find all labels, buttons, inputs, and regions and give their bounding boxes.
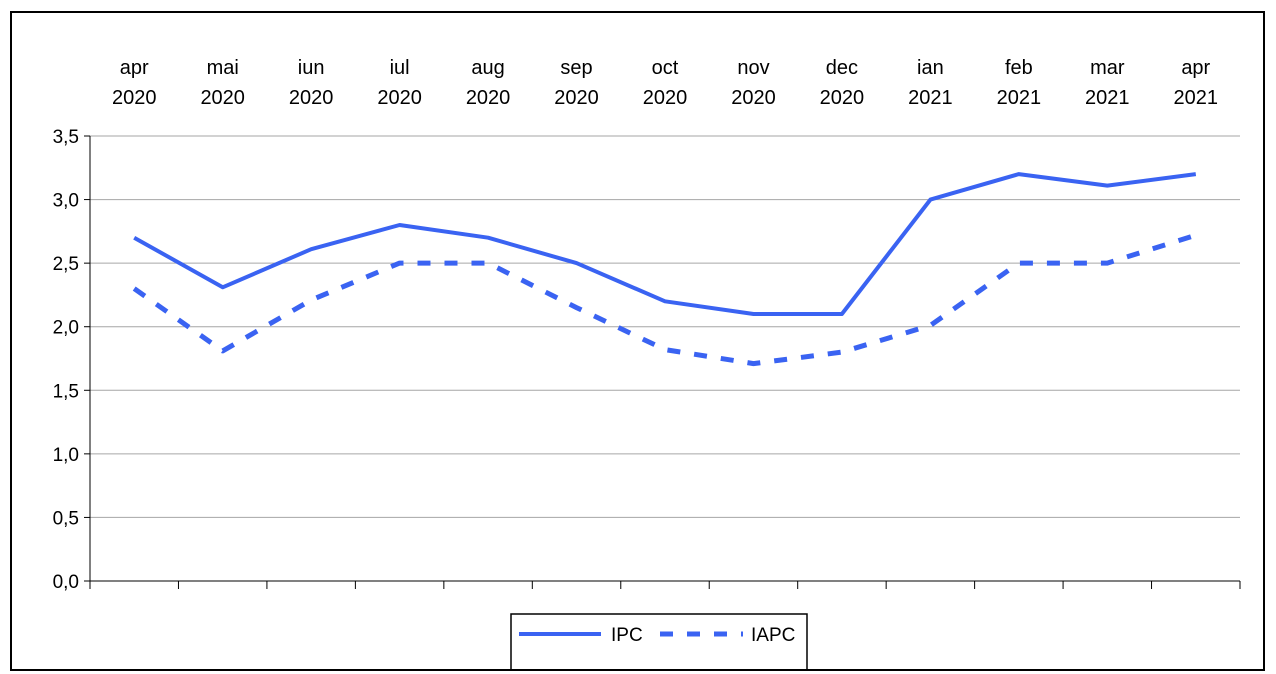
x-tick-label: feb 2021 (997, 57, 1042, 109)
y-tick-label: 2,5 (53, 254, 79, 275)
x-tick-label: mar 2021 (1085, 57, 1130, 109)
line-chart: 0,0 0,5 1,0 1,5 2,0 2,5 3,0 3,5 apr 2020 mai 2020 i… (53, 57, 1241, 674)
x-tick-label: dec 2020 (820, 57, 865, 109)
y-tick-label: 0,5 (53, 508, 79, 529)
x-tick-label: sep 2020 (554, 57, 599, 109)
legend: IPC IAPC (510, 613, 808, 674)
x-tick-labels: apr 2020 mai 2020 iun 2020 iul 2020 aug 2020 sep 20… (112, 57, 1218, 109)
y-tick-label: 0,0 (53, 572, 79, 593)
x-tick-label: apr 2020 (112, 57, 157, 109)
x-tick-label: apr 2021 (1174, 57, 1219, 109)
legend-label-iapc: IAPC (751, 625, 795, 646)
x-tick-label: iun 2020 (289, 57, 334, 109)
x-tick-label: aug 2020 (466, 57, 511, 109)
y-tick-label: 2,0 (53, 318, 79, 339)
series-lines (132, 172, 1197, 367)
y-tick-label: 3,5 (53, 127, 79, 148)
x-tick-label: ian 2021 (908, 57, 953, 109)
legend-label-ipc: IPC (611, 625, 643, 646)
chart-frame: 0,0 0,5 1,0 1,5 2,0 2,5 3,0 3,5 apr 2020 mai 2020 i… (10, 11, 1265, 674)
y-tick-label: 1,0 (53, 445, 79, 466)
y-tick-label: 3,0 (53, 191, 79, 212)
x-tick-label: mai 2020 (200, 57, 245, 109)
series-line-ipc (133, 172, 1197, 316)
x-tick-label: oct 2020 (643, 57, 688, 109)
axes (84, 135, 1241, 589)
x-tick-label: iul 2020 (377, 57, 422, 109)
y-tick-label: 1,5 (53, 381, 79, 402)
y-tick-labels: 0,0 0,5 1,0 1,5 2,0 2,5 3,0 3,5 (53, 127, 79, 593)
x-tick-label: nov 2020 (731, 57, 776, 109)
gridlines (90, 135, 1240, 518)
